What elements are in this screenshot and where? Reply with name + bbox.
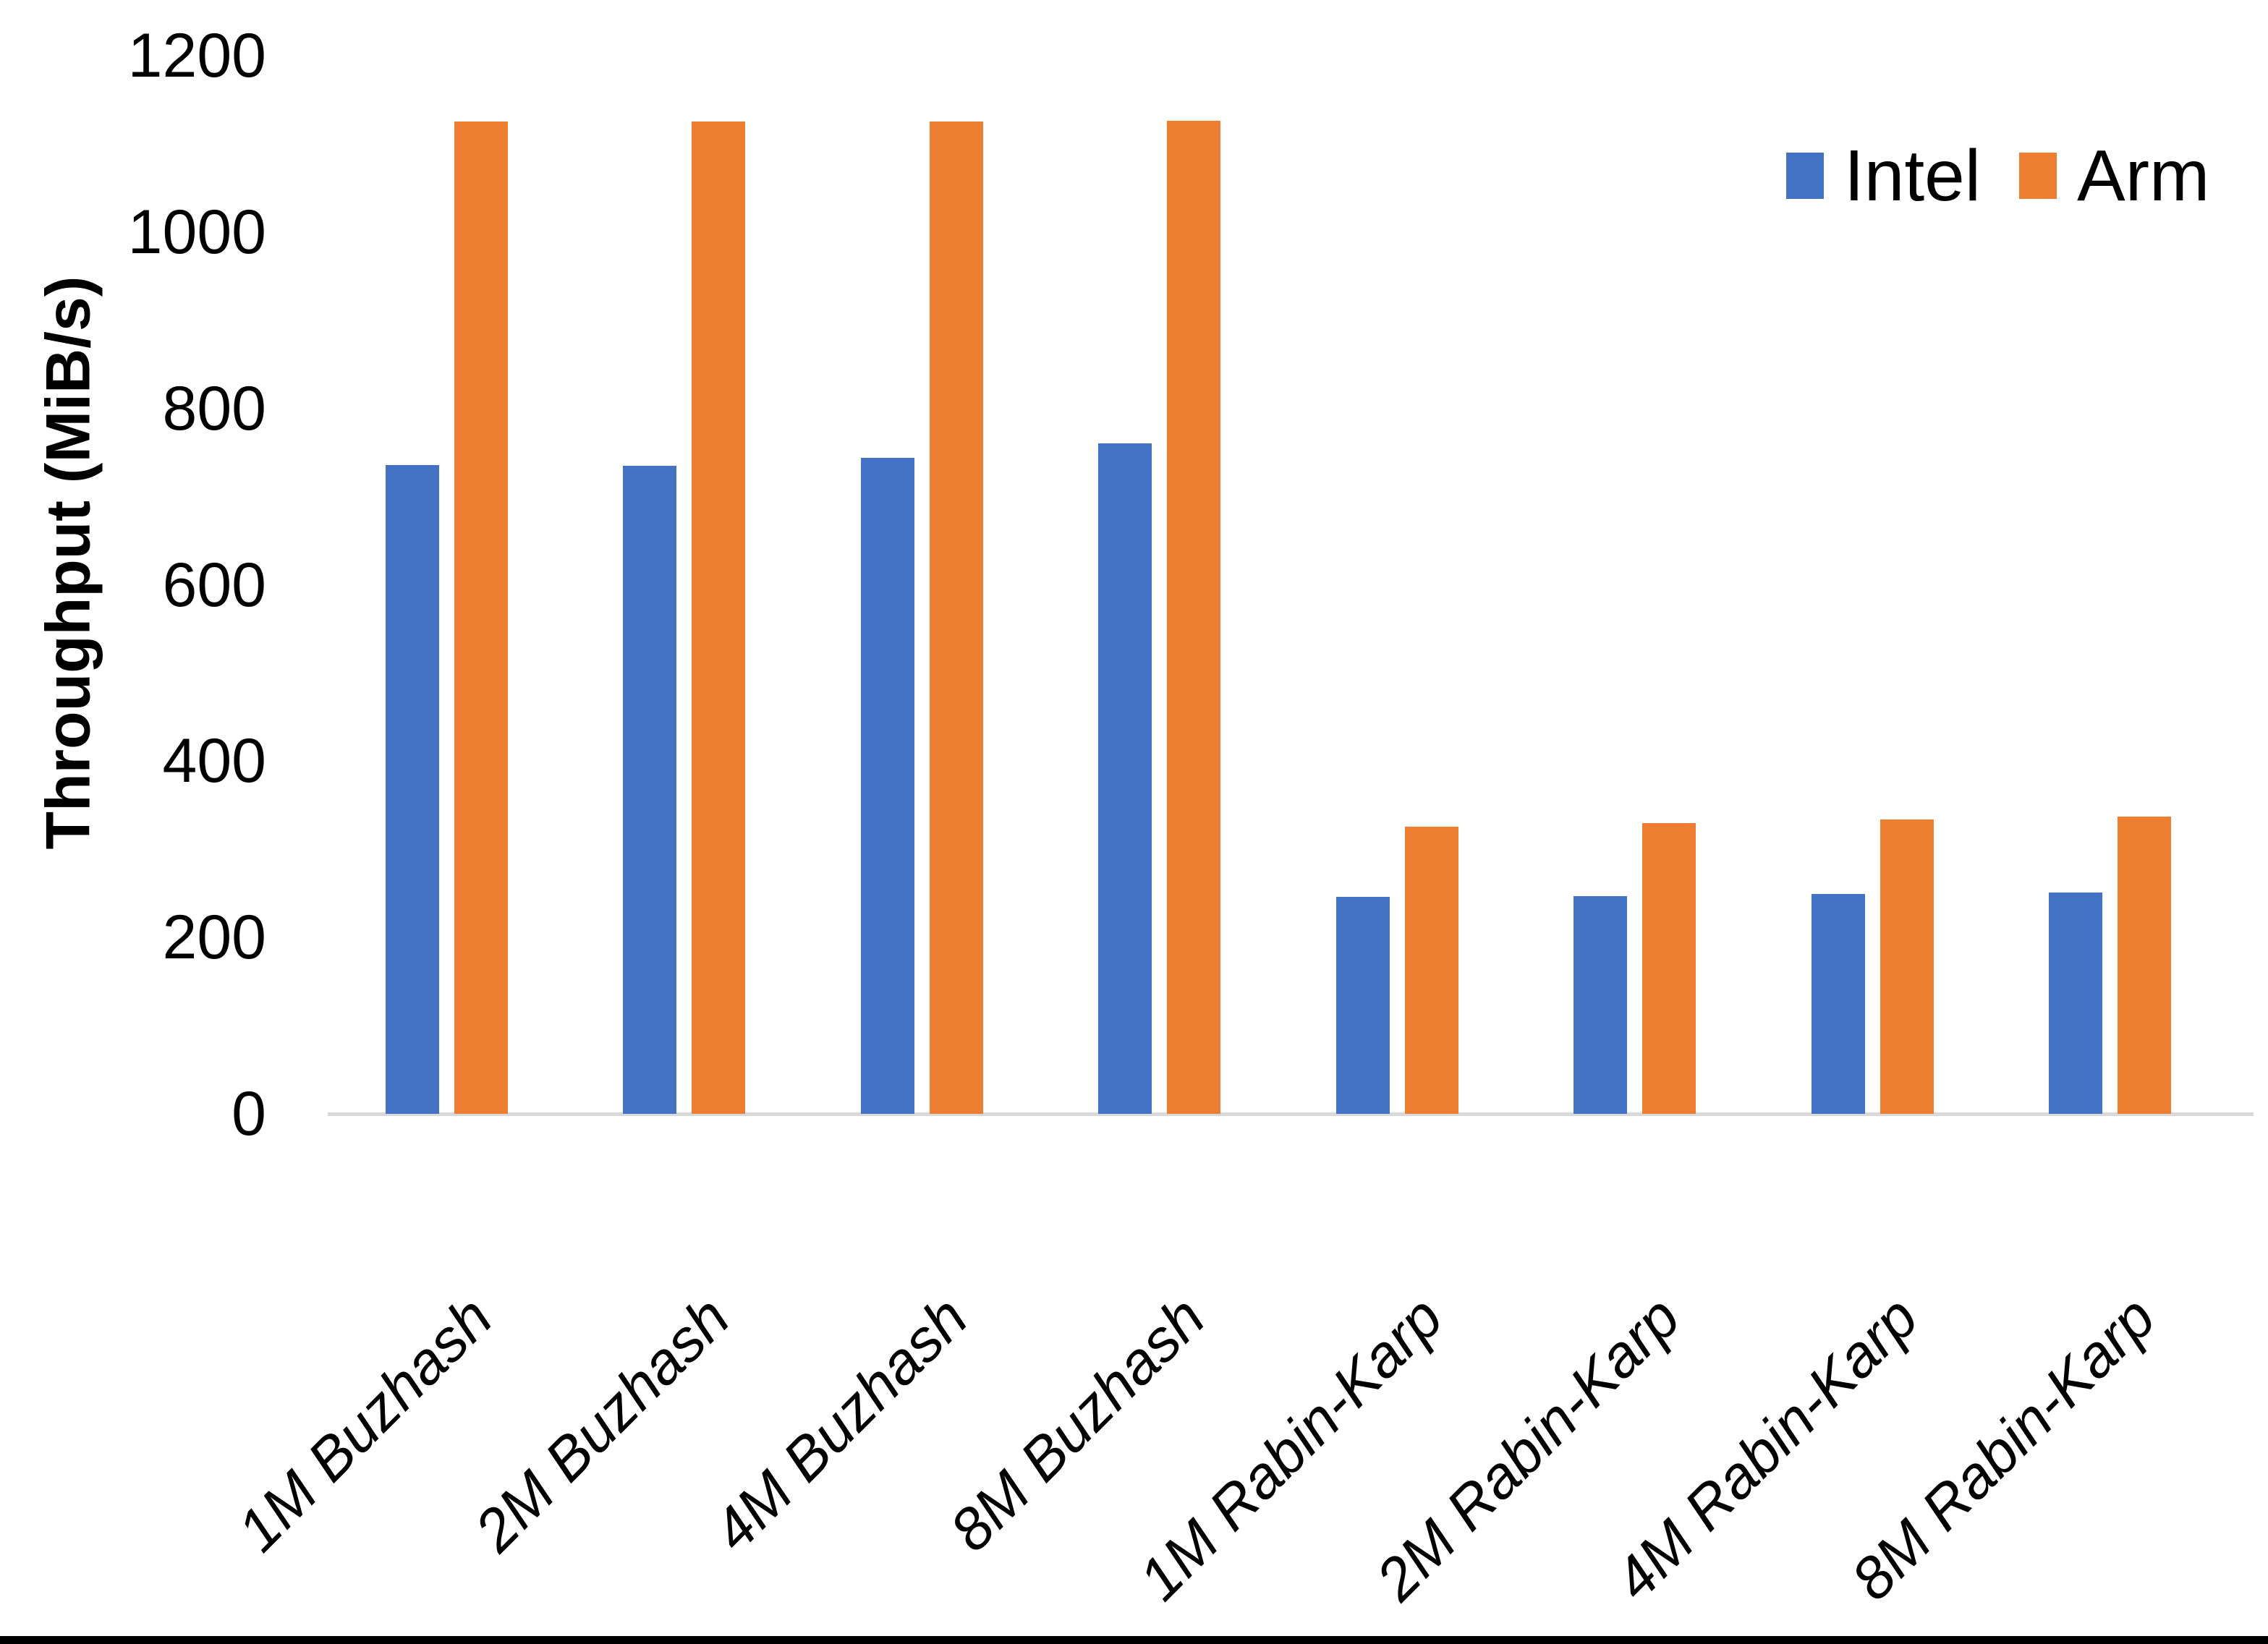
- bar-arm-8m-buzhash: [1167, 121, 1220, 1114]
- y-tick-200: 200: [162, 903, 267, 973]
- legend-label-intel: Intel: [1844, 135, 1982, 216]
- y-tick-0: 0: [232, 1079, 266, 1149]
- x-label-1m-buzhash: 1M Buzhash: [224, 1284, 505, 1564]
- bar-intel-1m-rabin-karp: [1336, 897, 1390, 1114]
- y-tick-600: 600: [162, 550, 267, 620]
- bar-intel-4m-rabin-karp: [1812, 894, 1865, 1114]
- legend-item-arm: Arm: [2019, 140, 2209, 212]
- arm-color-swatch: [2019, 153, 2057, 199]
- bar-intel-2m-rabin-karp: [1573, 896, 1627, 1114]
- legend-item-intel: Intel: [1786, 140, 1981, 212]
- legend-label-arm: Arm: [2077, 135, 2210, 216]
- bar-arm-1m-rabin-karp: [1405, 827, 1458, 1114]
- bar-arm-4m-buzhash: [930, 122, 983, 1114]
- bar-arm-4m-rabin-karp: [1880, 819, 1934, 1114]
- y-tick-400: 400: [162, 726, 267, 796]
- x-label-2m-buzhash: 2M Buzhash: [462, 1284, 742, 1564]
- bar-intel-8m-rabin-karp: [2049, 893, 2102, 1114]
- bar-intel-8m-buzhash: [1098, 443, 1152, 1114]
- window-bottom-border: [0, 1636, 2268, 1644]
- intel-color-swatch: [1786, 153, 1824, 199]
- x-label-4m-buzhash: 4M Buzhash: [700, 1284, 980, 1564]
- bar-intel-4m-buzhash: [861, 458, 914, 1114]
- x-axis-line: [328, 1112, 2254, 1116]
- y-tick-800: 800: [162, 373, 267, 443]
- bar-intel-1m-buzhash: [386, 465, 439, 1114]
- bar-arm-8m-rabin-karp: [2118, 817, 2171, 1114]
- bar-arm-2m-buzhash: [692, 122, 745, 1114]
- bar-arm-2m-rabin-karp: [1642, 823, 1696, 1114]
- bar-intel-2m-buzhash: [623, 466, 676, 1114]
- bar-arm-1m-buzhash: [454, 122, 508, 1114]
- y-tick-1000: 1000: [127, 197, 266, 267]
- y-tick-1200: 1200: [127, 21, 266, 90]
